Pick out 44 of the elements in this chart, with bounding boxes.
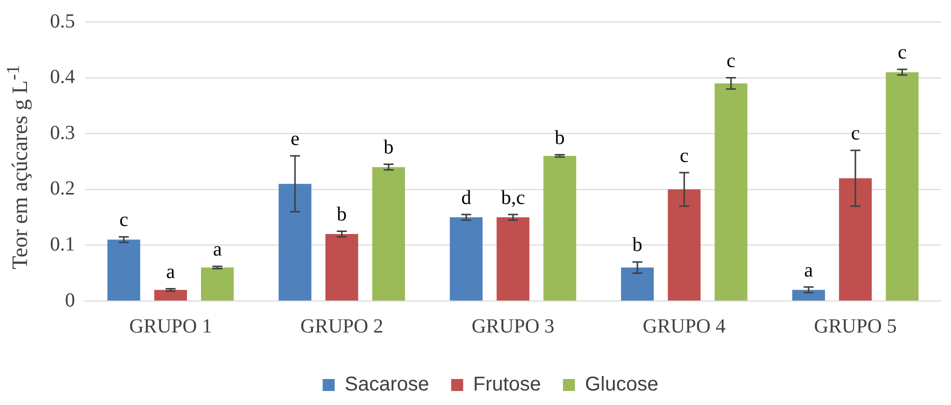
data-label: b (554, 127, 565, 150)
y-tick-label: 0.4 (50, 66, 75, 88)
bar (496, 217, 530, 300)
data-label: b (336, 204, 347, 226)
y-tick-label: 0.5 (50, 10, 75, 32)
data-label: b (632, 234, 642, 256)
x-tick-label: GRUPO 5 (814, 315, 897, 338)
bar (107, 240, 140, 300)
legend-label: Frutose (473, 374, 541, 396)
data-label: c (680, 144, 689, 167)
bar (886, 72, 919, 300)
legend-label: Sacarose (344, 374, 430, 396)
bar (543, 156, 576, 300)
x-tick-label: GRUPO 3 (472, 315, 554, 338)
bar (372, 167, 405, 300)
data-label: a (166, 260, 176, 283)
bar (668, 189, 701, 300)
data-label: d (461, 186, 472, 209)
bar (201, 268, 234, 300)
x-tick-label: GRUPO 4 (642, 315, 726, 338)
bar (839, 178, 872, 300)
data-label: e (290, 128, 300, 150)
data-label: c (898, 42, 907, 64)
data-label: c (726, 50, 736, 72)
data-label: c (850, 122, 860, 145)
bar (325, 234, 358, 300)
legend-label: Glucose (584, 374, 658, 396)
x-tick-label: GRUPO 2 (300, 315, 384, 338)
data-label: b,c (501, 186, 526, 209)
bar (621, 268, 654, 300)
y-tick-label: 0.2 (50, 178, 75, 200)
bar (450, 217, 483, 300)
bar (714, 83, 748, 300)
data-label: b (384, 136, 394, 159)
y-tick-label: 0.1 (50, 233, 75, 256)
data-label: a (804, 259, 814, 282)
data-label: a (212, 238, 222, 261)
data-label: c (119, 209, 128, 232)
bar (154, 290, 187, 300)
y-tick-label: 0 (65, 289, 75, 312)
y-tick-label: 0.3 (50, 122, 75, 144)
bar (792, 290, 825, 300)
bar (278, 184, 312, 300)
x-tick-label: GRUPO 1 (129, 315, 212, 338)
